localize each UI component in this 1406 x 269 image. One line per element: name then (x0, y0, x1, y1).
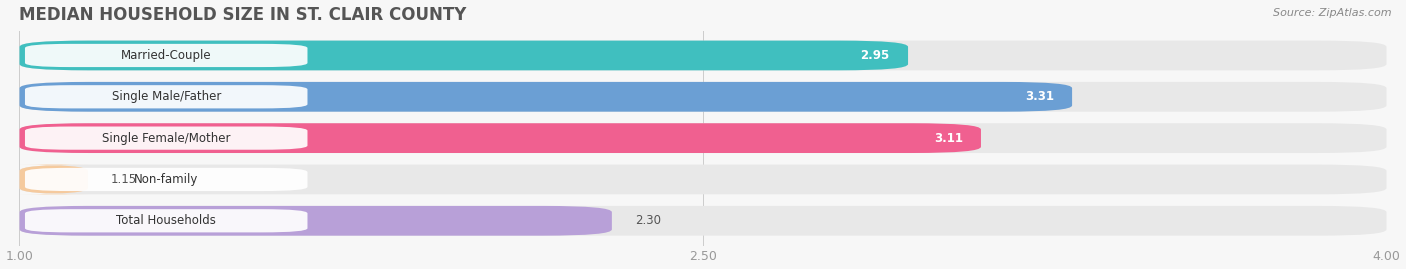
Text: 1.15: 1.15 (111, 173, 136, 186)
Text: 2.30: 2.30 (634, 214, 661, 227)
Text: 2.95: 2.95 (860, 49, 890, 62)
FancyBboxPatch shape (20, 82, 1386, 112)
FancyBboxPatch shape (20, 41, 1386, 70)
Text: Married-Couple: Married-Couple (121, 49, 211, 62)
FancyBboxPatch shape (20, 82, 1073, 112)
Text: Total Households: Total Households (117, 214, 217, 227)
FancyBboxPatch shape (20, 206, 1386, 236)
FancyBboxPatch shape (25, 126, 308, 150)
Text: Non-family: Non-family (134, 173, 198, 186)
Text: Single Male/Father: Single Male/Father (111, 90, 221, 103)
Text: Single Female/Mother: Single Female/Mother (103, 132, 231, 145)
FancyBboxPatch shape (25, 209, 308, 232)
Text: 3.11: 3.11 (934, 132, 963, 145)
FancyBboxPatch shape (20, 123, 981, 153)
FancyBboxPatch shape (25, 85, 308, 108)
FancyBboxPatch shape (20, 206, 612, 236)
FancyBboxPatch shape (25, 168, 308, 191)
Text: 3.31: 3.31 (1025, 90, 1054, 103)
FancyBboxPatch shape (20, 165, 1386, 194)
FancyBboxPatch shape (20, 165, 87, 194)
Text: Source: ZipAtlas.com: Source: ZipAtlas.com (1274, 8, 1392, 18)
FancyBboxPatch shape (20, 123, 1386, 153)
Text: MEDIAN HOUSEHOLD SIZE IN ST. CLAIR COUNTY: MEDIAN HOUSEHOLD SIZE IN ST. CLAIR COUNT… (20, 6, 467, 24)
FancyBboxPatch shape (20, 41, 908, 70)
FancyBboxPatch shape (25, 44, 308, 67)
